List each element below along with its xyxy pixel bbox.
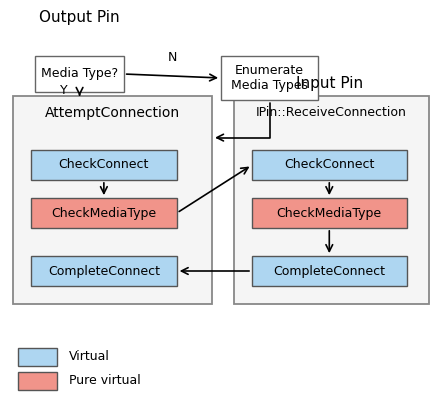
Bar xyxy=(31,198,177,228)
Bar xyxy=(31,150,177,180)
Bar xyxy=(221,56,318,100)
Text: CheckMediaType: CheckMediaType xyxy=(51,206,156,220)
Bar xyxy=(31,256,177,286)
Bar xyxy=(18,348,57,366)
Text: CheckConnect: CheckConnect xyxy=(284,158,374,172)
Text: CompleteConnect: CompleteConnect xyxy=(48,264,160,278)
Text: IPin::ReceiveConnection: IPin::ReceiveConnection xyxy=(256,106,407,119)
Bar xyxy=(252,256,407,286)
Bar xyxy=(252,150,407,180)
Bar xyxy=(234,96,429,304)
Bar xyxy=(252,198,407,228)
Text: Y: Y xyxy=(60,84,68,96)
Bar xyxy=(13,96,212,304)
Text: CheckMediaType: CheckMediaType xyxy=(277,206,382,220)
Text: Input Pin: Input Pin xyxy=(296,76,363,91)
Text: N: N xyxy=(168,51,177,64)
Text: AttemptConnection: AttemptConnection xyxy=(45,106,180,120)
Bar xyxy=(18,372,57,390)
Text: Media Type?: Media Type? xyxy=(41,68,118,80)
Text: Enumerate
Media Types: Enumerate Media Types xyxy=(231,64,308,92)
Text: CompleteConnect: CompleteConnect xyxy=(273,264,385,278)
Bar xyxy=(35,56,124,92)
Text: Output Pin: Output Pin xyxy=(39,10,120,25)
Text: CheckConnect: CheckConnect xyxy=(59,158,149,172)
Text: Virtual: Virtual xyxy=(69,350,109,364)
Text: Pure virtual: Pure virtual xyxy=(69,374,140,388)
